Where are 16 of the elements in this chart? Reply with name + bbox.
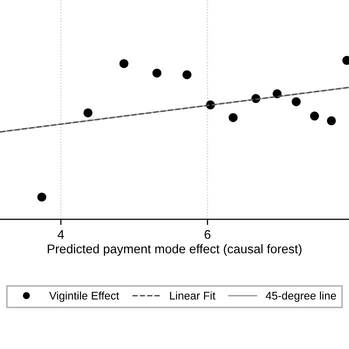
legend-label: Linear Fit — [170, 291, 216, 300]
legend-label: 45-degree line — [266, 291, 336, 302]
legend-label: Vigintile Effect — [49, 291, 120, 302]
x-axis-title: Predicted payment mode effect (causal forest) — [48, 244, 302, 256]
point — [272, 89, 282, 98]
x-tick-label: 6 — [204, 230, 210, 239]
point — [292, 97, 301, 106]
point — [152, 68, 162, 78]
point — [182, 70, 192, 80]
point — [326, 116, 336, 126]
point — [83, 108, 92, 118]
point — [310, 112, 320, 121]
point — [228, 113, 238, 122]
point — [37, 192, 46, 202]
point — [119, 59, 128, 68]
x-tick-label: 4 — [58, 230, 64, 239]
